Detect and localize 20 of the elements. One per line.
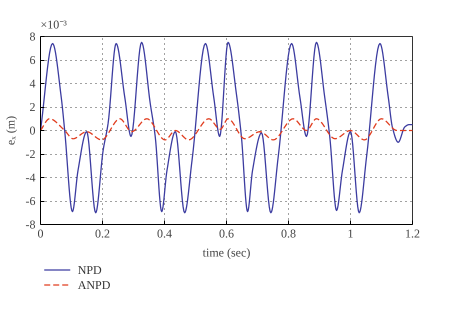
x-tick-label: 0.4 — [157, 226, 172, 240]
x-tick-label: 1.2 — [405, 226, 420, 240]
y-tick-label: -2 — [26, 147, 36, 161]
x-tick-label: 1 — [348, 226, 354, 240]
y-tick-label: -8 — [26, 218, 36, 232]
x-axis-title: time (sec) — [202, 246, 250, 260]
y-tick-label: 6 — [30, 53, 36, 67]
x-tick-label: 0.6 — [219, 226, 234, 240]
legend-label: ANPD — [78, 278, 111, 292]
legend-label: NPD — [78, 263, 102, 277]
y-tick-label: -6 — [26, 194, 36, 208]
x-tick-label: 0.2 — [95, 226, 110, 240]
y-tick-label: 0 — [30, 124, 36, 138]
y-axis-title: eₓ (m) — [4, 116, 18, 146]
x-tick-label: 0.8 — [281, 226, 296, 240]
text: ×10⁻³ — [40, 18, 68, 32]
y-tick-label: 2 — [30, 100, 36, 114]
y-tick-label: 8 — [30, 30, 36, 44]
y-tick-label: -4 — [26, 170, 36, 184]
y-tick-label: 4 — [30, 76, 36, 90]
